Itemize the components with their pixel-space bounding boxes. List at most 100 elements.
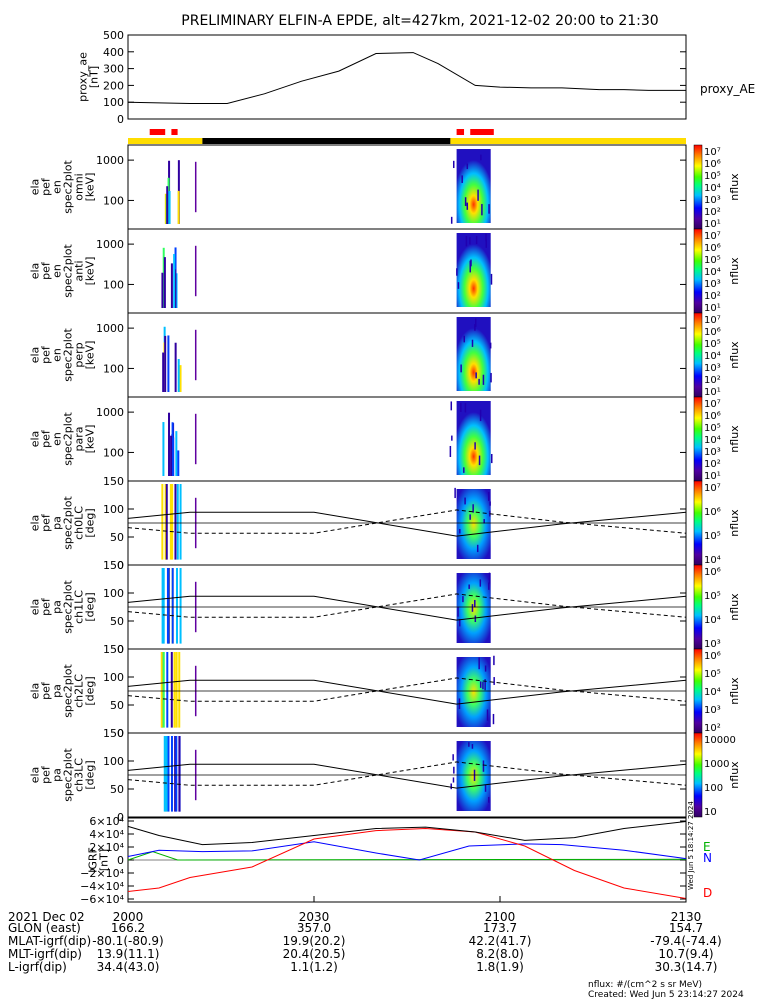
spec2plot_ch3LC-streak xyxy=(170,736,173,812)
spec2plot_ch3LC-streak xyxy=(167,736,170,812)
status-bar-segment xyxy=(128,138,203,144)
spec2plot_ch2LC-colorbar-tick: 10⁶ xyxy=(704,651,721,662)
spec2plot_perp-colorbar-tick: 10⁴ xyxy=(704,351,721,362)
spec2plot_omni-ylabel-line: omni xyxy=(73,173,86,200)
spec2plot_ch2LC-streak xyxy=(175,652,178,728)
igrf-line-B xyxy=(127,821,687,846)
spec2plot_para-ylabel-line: [keV] xyxy=(84,425,97,454)
spec2plot_anti-ylabel-line: pef xyxy=(40,261,53,280)
spec2plot_ch1LC-speckle xyxy=(488,572,491,584)
spec2plot_ch3LC-streak xyxy=(174,736,177,812)
spec2plot_anti-speckle xyxy=(470,259,472,267)
spec2plot_para-streak xyxy=(175,431,178,476)
spec2plot_anti-colorbar-tick: 10⁶ xyxy=(704,243,721,254)
spec2plot_ch3LC-speckle xyxy=(484,784,487,792)
spec2plot_perp-speckle xyxy=(463,335,465,343)
spec2plot_ch2LC-speckle xyxy=(486,709,489,721)
spec2plot_ch1LC-tick-label: 150 xyxy=(103,559,124,572)
spec2plot_ch1LC-speckle xyxy=(462,596,464,603)
spec2plot_ch3LC-ylabel-line: pef xyxy=(40,765,53,784)
proxy-ae-tick-label: 500 xyxy=(103,29,124,42)
spec2plot_ch1LC-ylabel-line: spec2plot xyxy=(62,580,75,634)
spec2plot_perp-speckle xyxy=(474,318,477,327)
spec2plot_ch2LC-speckle xyxy=(482,681,484,690)
proxy-ae-tick-label: 300 xyxy=(103,63,124,76)
igrf-tick-label: −2×10⁴ xyxy=(80,867,124,880)
spec2plot_ch3LC-streak xyxy=(163,736,166,812)
spec2plot_perp-colorbar-tick: 10⁶ xyxy=(704,327,721,338)
igrf-ylabel: IGRF[nT] xyxy=(87,847,111,873)
spec2plot_omni-speckle xyxy=(488,204,490,214)
spec2plot_anti-data-blob xyxy=(456,233,491,307)
spec2plot_perp-streak xyxy=(179,365,182,392)
spec2plot_perp-streak xyxy=(177,359,180,392)
spec2plot_perp-colorbar-label: nflux xyxy=(728,341,741,369)
spec2plot_anti-speckle xyxy=(469,260,472,273)
spec2plot_ch0LC-speckle xyxy=(488,491,490,501)
spec2plot_ch3LC-colorbar xyxy=(693,732,703,818)
spec2plot_omni-ylabel-line: pef xyxy=(40,177,53,196)
xaxis-row-value: 19.9(20.2) xyxy=(283,934,346,948)
xaxis-row-value: 1.8(1.9) xyxy=(476,960,524,974)
spec2plot_ch0LC-colorbar-tick: 10⁷ xyxy=(704,483,721,494)
spec2plot_ch0LC-colorbar-label-text: nflux xyxy=(728,509,741,537)
spec2plot_ch3LC-colorbar-label: nflux xyxy=(728,761,741,789)
footer-created: Created: Wed Jun 5 23:14:27 2024 xyxy=(588,990,744,1000)
spec2plot_omni-speckle xyxy=(481,203,483,216)
spec2plot_anti-streak xyxy=(161,272,164,308)
spec2plot_ch1LC-speckle xyxy=(471,604,474,612)
spec2plot_anti-streak xyxy=(173,254,176,308)
spec2plot_perp-colorbar-tick: 10¹ xyxy=(704,387,721,398)
spec2plot_para-streak xyxy=(162,422,165,476)
spec2plot_para-ylabel-line: para xyxy=(73,427,86,452)
spec2plot_ch2LC-tick-label: 50 xyxy=(110,699,124,712)
spec2plot_ch2LC-ylabel-line: ela xyxy=(29,683,42,700)
spec2plot_ch1LC-speckle xyxy=(468,584,470,589)
xaxis-row-value: 2130 xyxy=(671,910,702,924)
proxy-ae-line xyxy=(127,52,686,104)
spec2plot_para-colorbar-tick: 10⁴ xyxy=(704,435,721,446)
spec2plot_perp-speckle xyxy=(478,378,480,385)
proxy-ae-tick-label: 100 xyxy=(103,96,124,109)
proxy-ae-series-label: proxy_AE xyxy=(700,82,755,96)
spec2plot_omni-speckle xyxy=(466,163,469,170)
spec2plot_ch2LC-anti-loss-cone-line xyxy=(127,677,687,702)
spec2plot_ch0LC-streak xyxy=(161,484,164,560)
spec2plot_ch1LC-colorbar-tick: 10³ xyxy=(704,639,721,650)
igrf-tick-label: 2×10⁴ xyxy=(89,841,124,854)
spec2plot_ch1LC-speckle xyxy=(474,615,477,623)
xaxis-row-value: 1.1(1.2) xyxy=(290,960,338,974)
spec2plot_ch2LC-speckle xyxy=(478,657,480,670)
igrf-legend-N: N xyxy=(703,851,712,865)
proxy-ae-frame xyxy=(127,34,687,120)
spec2plot_perp-colorbar-tick: 10² xyxy=(704,375,721,386)
spec2plot_anti-ylabel-line: spec2plot xyxy=(62,244,75,298)
spec2plot_perp-ylabel-line: ela xyxy=(29,347,42,364)
spec2plot_ch3LC-streak xyxy=(175,736,178,812)
xaxis-row-label: MLAT-igrf(dip) xyxy=(8,934,91,948)
spec2plot_perp-ylabel-line: pef xyxy=(40,345,53,364)
spec2plot_anti-colorbar-tick: 10³ xyxy=(704,279,721,290)
spec2plot_anti-tick-label: 1000 xyxy=(96,238,124,251)
igrf-tick-label: 4×10⁴ xyxy=(89,828,124,841)
spec2plot_para-tick-label: 1000 xyxy=(96,406,124,419)
spec2plot_para-colorbar xyxy=(693,396,703,482)
spec2plot_ch0LC-streak xyxy=(169,484,172,560)
spec2plot_perp-tick-label: 100 xyxy=(103,362,124,375)
spec2plot_para-streak xyxy=(194,413,197,465)
xaxis-row-value: 173.7 xyxy=(483,921,517,935)
spec2plot_ch1LC-ylabel-line: ch1LC xyxy=(73,590,86,624)
spec2plot_para-colorbar-tick: 10⁶ xyxy=(704,411,721,422)
spec2plot_ch3LC-colorbar-label-text: nflux xyxy=(728,761,741,789)
spec2plot_ch2LC-tick-label: 150 xyxy=(103,643,124,656)
spec2plot_omni-streak xyxy=(168,190,171,224)
spec2plot_para-data-blob xyxy=(456,401,491,475)
spec2plot_ch2LC-tick-label: 0 xyxy=(117,727,124,740)
xaxis-row-value: 357.0 xyxy=(297,921,331,935)
spec2plot_omni-colorbar-label-text: nflux xyxy=(728,173,741,201)
spec2plot_ch2LC-speckle xyxy=(479,681,482,688)
spec2plot_omni-colorbar-tick: 10⁴ xyxy=(704,183,721,194)
